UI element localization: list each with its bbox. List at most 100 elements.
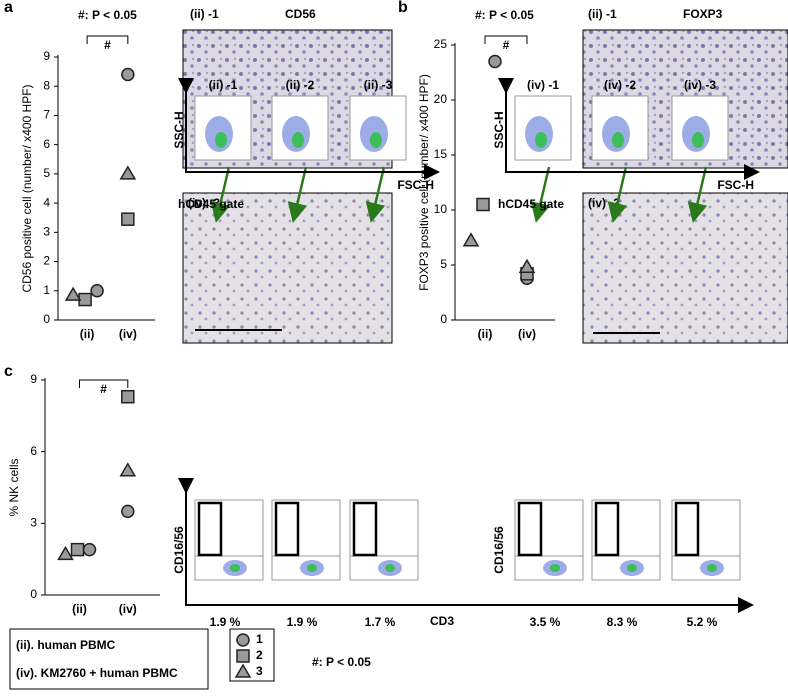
legend-label: 2 [256,648,263,662]
point [119,462,137,477]
flow-core [215,132,227,148]
nk-percentage: 1.7 % [365,615,396,629]
axis-label: CD16/56 [492,526,506,574]
bracket-label: # [100,382,107,396]
point [462,232,480,247]
y-tick-label: 0 [30,587,37,601]
nk-percentage: 3.5 % [530,615,561,629]
image-a-bottom [182,192,393,344]
y-axis-label: % NK cells [7,458,21,516]
image-label: (ii) -1 [190,7,219,21]
y-tick-label: 3 [30,516,37,530]
significance-bracket [79,379,129,388]
legend-box [9,628,209,690]
point [64,286,82,301]
y-tick-label: 3 [43,225,50,239]
x-tick-label: (ii) [478,327,493,341]
y-tick-label: 8 [43,78,50,92]
point [121,212,135,226]
y-tick-label: 5 [440,257,447,271]
nk-percentage: 8.3 % [607,615,638,629]
flow-core [612,132,624,148]
axis-arrow [178,478,754,613]
image-label: CD56 [285,7,316,21]
y-tick-label: 25 [434,37,448,51]
panel-letter: b [398,0,408,16]
flow-core [385,564,395,572]
sample-label: (ii) -2 [286,78,315,92]
note: #: P < 0.05 [78,8,137,22]
flow-core [535,132,547,148]
sample-label: (iv) -2 [604,78,636,92]
x-tick-label: (iv) [119,602,137,616]
bracket-label: # [104,38,111,52]
flow-core [307,564,317,572]
legend-text: (iv). KM2760 + human PBMC [16,666,178,680]
y-tick-label: 5 [43,166,50,180]
y-tick-label: 15 [434,147,448,161]
point [57,545,74,561]
image-label: (ii) -1 [588,7,617,21]
y-tick-label: 7 [43,108,50,122]
flow-core [292,132,304,148]
point [90,284,104,298]
axis-label: CD3 [430,614,454,628]
legend-note: #: P < 0.05 [312,655,371,669]
flow-panels: (ii) -1 1.9 % (ii) -2 1.9 % (ii) -3 1.7 % (iv)… [172,78,760,629]
y-axis-label: FOXP3 positive cell (number/ x400 HPF) [417,74,431,291]
y-tick-label: 20 [434,92,448,106]
panel-letter: c [4,363,13,380]
flow-core [230,564,240,572]
axis-label: FSC-H [717,178,754,192]
point [121,504,135,519]
point [78,292,92,307]
axis-label: SSC-H [172,111,186,148]
y-tick-label: 10 [434,202,448,216]
point [234,663,252,678]
nk-percentage: 1.9 % [210,615,241,629]
point [119,165,137,180]
point [121,67,135,82]
note: #: P < 0.05 [475,8,534,22]
point [236,633,250,647]
y-tick-label: 6 [30,444,37,458]
gate-label: hCD45 gate [178,197,244,211]
y-tick-label: 1 [43,283,50,297]
flow-core [370,132,382,148]
legend-label: 3 [256,664,263,678]
sample-label: (ii) -3 [364,78,393,92]
nk-percentage: 1.9 % [287,615,318,629]
x-tick-label: (iv) [518,327,536,341]
y-tick-label: 2 [43,254,50,268]
point [70,542,85,557]
y-tick-label: 9 [43,49,50,63]
y-axis-label: CD56 positive cell (number/ x400 HPF) [20,84,34,292]
point [476,197,490,212]
nk-percentage: 5.2 % [687,615,718,629]
y-tick-label: 4 [43,195,50,209]
legend-text: (ii). human PBMC [16,638,116,652]
flow-core [550,564,560,572]
axis-label: SSC-H [492,111,506,148]
flow-core [707,564,717,572]
point [518,258,536,273]
sample-label: (iv) -3 [684,78,716,92]
axis-arrow [498,78,760,180]
sample-label: (iv) -1 [527,78,559,92]
x-tick-label: (ii) [72,602,87,616]
gate-label: hCD45 gate [498,197,564,211]
axis-arrow [178,78,440,180]
axis-label: CD16/56 [172,526,186,574]
legend-box [229,628,275,682]
flow-core [692,132,704,148]
point [121,389,135,404]
x-tick-label: (ii) [80,327,95,341]
y-tick-label: 9 [30,372,37,386]
axis-label: FSC-H [397,178,434,192]
legend-label: 1 [256,632,263,646]
point [488,54,502,69]
tissue-images: (ii) -1 CD56 (iv) -3 (ii) -1 FOXP3 (iv) … [182,7,788,344]
point [236,649,250,663]
x-tick-label: (iv) [119,327,137,341]
